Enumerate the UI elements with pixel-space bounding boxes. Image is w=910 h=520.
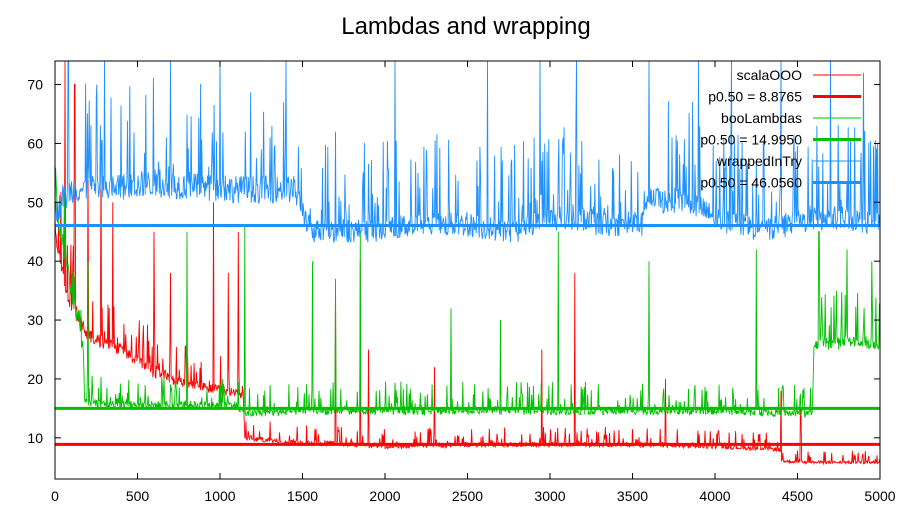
x-tick-label: 4000 xyxy=(699,488,730,504)
legend-label: p0.50 = 14.9950 xyxy=(700,132,802,148)
x-tick-label: 2500 xyxy=(452,488,483,504)
legend-label: booLambdas xyxy=(721,110,802,126)
legend-label: p0.50 = 46.0560 xyxy=(700,175,802,191)
plot-area xyxy=(55,61,880,466)
y-tick-label: 30 xyxy=(27,312,43,328)
median-lines xyxy=(55,224,880,446)
y-tick-label: 70 xyxy=(27,77,43,93)
x-tick-label: 5000 xyxy=(864,488,895,504)
legend: scalaOOO p0.50 = 8.8765 booLambdas p0.50 = … xyxy=(700,67,861,191)
y-tick-label: 10 xyxy=(27,430,43,446)
x-tick-label: 3500 xyxy=(617,488,648,504)
y-tick-label: 50 xyxy=(27,194,43,210)
x-tick-label: 500 xyxy=(126,488,150,504)
legend-label: wrappedInTry xyxy=(716,153,802,169)
series-line-scalaOOO xyxy=(55,61,880,466)
x-tick-label: 2000 xyxy=(369,488,400,504)
y-tick-label: 20 xyxy=(27,371,43,387)
y-tick-label: 40 xyxy=(27,253,43,269)
legend-label: p0.50 = 8.8765 xyxy=(708,89,802,105)
x-tick-label: 3000 xyxy=(534,488,565,504)
legend-label: scalaOOO xyxy=(737,67,802,83)
series-line-wrappedInTry xyxy=(55,61,880,243)
x-tick-label: 4500 xyxy=(782,488,813,504)
y-tick-label: 60 xyxy=(27,135,43,151)
axis-ticks: 0 500 1000 1500 2000 2500 3000 3500 4000 4500 5000… xyxy=(27,61,896,504)
x-tick-label: 0 xyxy=(51,488,59,504)
series-line-booLambdas xyxy=(55,167,880,418)
x-tick-label: 1500 xyxy=(287,488,318,504)
chart-title: Lambdas and wrapping xyxy=(341,13,591,40)
x-tick-label: 1000 xyxy=(204,488,235,504)
